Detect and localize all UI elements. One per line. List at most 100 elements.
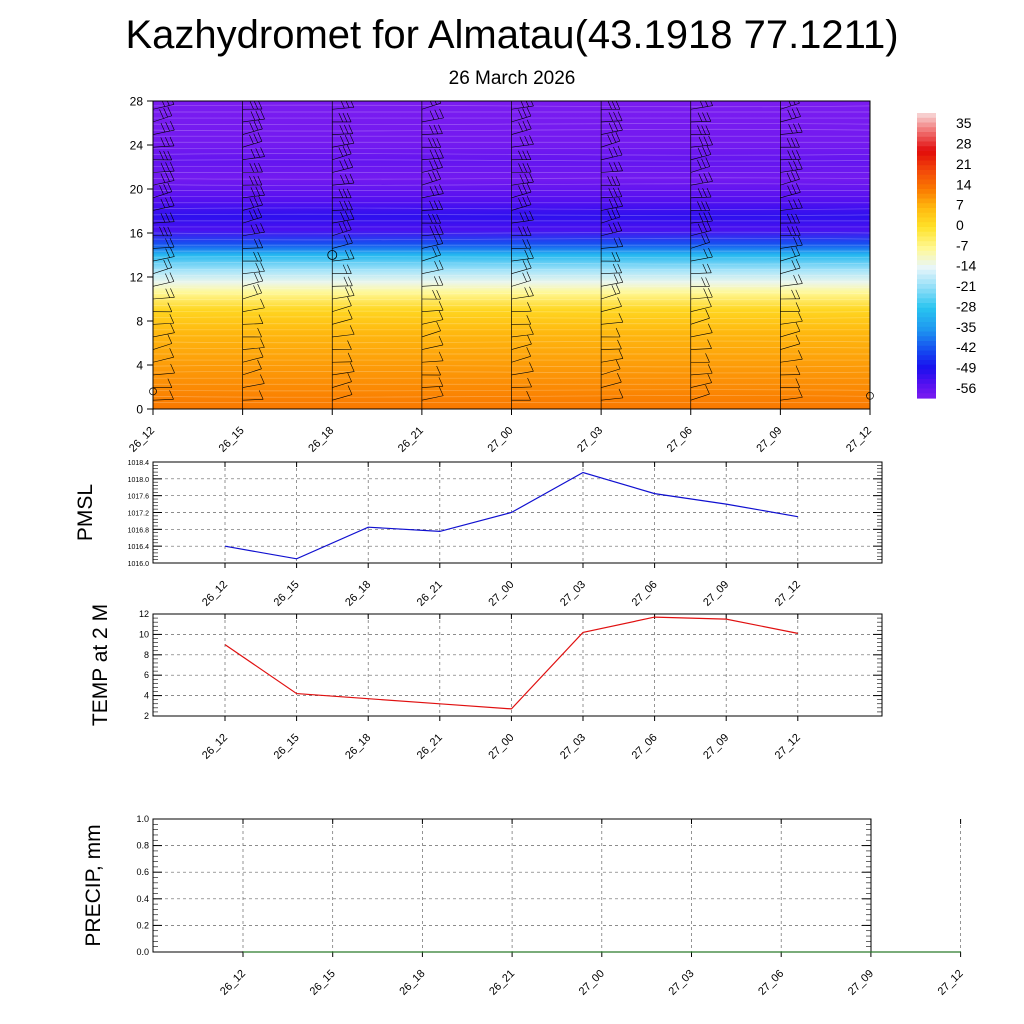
temp2m-y-tick-label: 8	[144, 650, 149, 660]
wind-barb-flag	[342, 145, 348, 156]
wind-barb-flag	[348, 124, 354, 134]
wind-barb-shaft	[421, 157, 444, 161]
wind-barb-shaft	[780, 343, 800, 350]
wind-barb-flag	[791, 150, 797, 160]
wind-barb-flag	[347, 296, 352, 306]
heat-y-tick-label: 12	[130, 271, 144, 285]
wind-barb-flag	[798, 350, 803, 360]
precip-y-tick-label: 1.0	[136, 814, 149, 824]
wind-barb-flag	[527, 302, 532, 312]
wind-barb-shaft	[242, 292, 262, 300]
colorbar-swatch	[917, 222, 936, 228]
wind-barb-flag	[708, 247, 713, 258]
wind-barb-flag	[608, 162, 614, 172]
wind-barb-shaft	[153, 205, 175, 211]
colorbar-swatch	[917, 341, 936, 347]
wind-barb-shaft	[332, 334, 355, 338]
wind-barb-flag	[249, 134, 254, 145]
wind-barb-flag	[788, 161, 793, 171]
wind-barb-shaft	[511, 267, 532, 274]
wind-barb-flag	[611, 209, 617, 219]
wind-barb-flag	[347, 385, 353, 395]
wind-barb-flag	[608, 112, 614, 122]
contour-line	[153, 262, 870, 265]
wind-barb-flag	[529, 325, 534, 335]
wind-barb-flag	[169, 161, 175, 172]
wind-barb-flag	[883, 175, 887, 184]
wind-barb-shaft	[869, 235, 870, 236]
wind-barb-flag	[432, 171, 437, 181]
precip-x-tick-label: 26_12	[218, 968, 248, 998]
wind-barb-flag	[885, 195, 889, 204]
wind-barb-shaft	[511, 343, 532, 350]
wind-barb-flag	[522, 150, 527, 160]
wind-barb-shaft	[421, 309, 444, 312]
wind-barb-shaft	[690, 166, 710, 173]
wind-barb-flag	[438, 310, 444, 320]
wind-barb-shaft	[511, 219, 534, 224]
temp2m-x-tick-label: 27_00	[486, 732, 516, 762]
contour-line	[153, 213, 870, 216]
precip-x-tick-label: 27_06	[756, 968, 786, 998]
temp2m-x-tick-label: 26_18	[343, 732, 373, 762]
colorbar-swatch	[917, 269, 936, 276]
colorbar-label: -7	[956, 237, 969, 253]
wind-barb-flag	[169, 238, 175, 248]
wind-barb-flag	[697, 112, 703, 122]
wind-barb-flag	[342, 264, 348, 274]
heat-x-tick-label: 27_03	[575, 425, 605, 455]
colorbar-swatch	[917, 160, 936, 166]
colorbar-swatch	[917, 265, 936, 271]
wind-barb-flag	[791, 171, 796, 181]
wind-barb-flag	[167, 150, 173, 161]
wind-barb-shaft	[690, 348, 712, 350]
wind-barb-flag	[791, 289, 796, 299]
wind-barb-shaft	[690, 154, 712, 161]
wind-barb-shaft	[869, 146, 870, 148]
wind-barb-flag	[877, 198, 881, 207]
contour-line	[153, 159, 870, 162]
colorbar-swatch	[917, 260, 936, 266]
wind-barb-flag	[787, 109, 792, 120]
wind-barb-flag	[253, 121, 259, 131]
wind-barb-flag	[707, 364, 713, 374]
wind-barb-flag	[250, 187, 256, 197]
wind-barb-flag	[160, 122, 166, 133]
wind-barb-shaft	[332, 394, 353, 401]
wind-barb-flag	[522, 239, 527, 249]
wind-barb-flag	[699, 101, 704, 108]
wind-barb-flag	[165, 172, 170, 182]
wind-barb-flag	[518, 109, 523, 119]
wind-barb-flag	[433, 200, 439, 210]
wind-barb-flag	[522, 260, 528, 270]
colorbar-label: -42	[956, 339, 976, 355]
wind-barb-flag	[878, 99, 882, 108]
wind-barb-shaft	[421, 360, 444, 363]
wind-barb-shaft	[242, 204, 263, 211]
colorbar-swatch	[917, 383, 936, 390]
wind-barb-flag	[258, 119, 263, 130]
wind-barb-flag	[887, 225, 891, 234]
colorbar-label: -49	[956, 359, 976, 375]
wind-barb-flag	[159, 150, 164, 161]
wind-barb-flag	[432, 247, 437, 257]
wind-barb-flag	[885, 240, 889, 249]
wind-barb-flag	[428, 214, 433, 224]
colorbar-swatch	[917, 151, 936, 157]
wind-barb-shaft	[242, 399, 264, 401]
wind-barb-flag	[613, 162, 619, 172]
wind-barb-flag	[529, 135, 534, 145]
wind-barb-flag	[428, 138, 433, 148]
wind-barb-shaft	[601, 129, 623, 135]
precip-x-tick-label: 26_15	[308, 968, 338, 998]
wind-barb-flag	[887, 209, 891, 218]
colorbar-swatch	[917, 393, 936, 399]
wind-barb-shaft	[511, 371, 534, 376]
wind-barb-shaft	[242, 271, 265, 274]
wind-barb-flag	[258, 162, 263, 173]
wind-barb-flag	[438, 377, 444, 387]
wind-barb-flag	[169, 136, 175, 147]
temp2m-x-tick-label: 26_15	[272, 732, 302, 762]
wind-barb-flag	[254, 238, 259, 249]
wind-barb-flag	[167, 378, 173, 388]
